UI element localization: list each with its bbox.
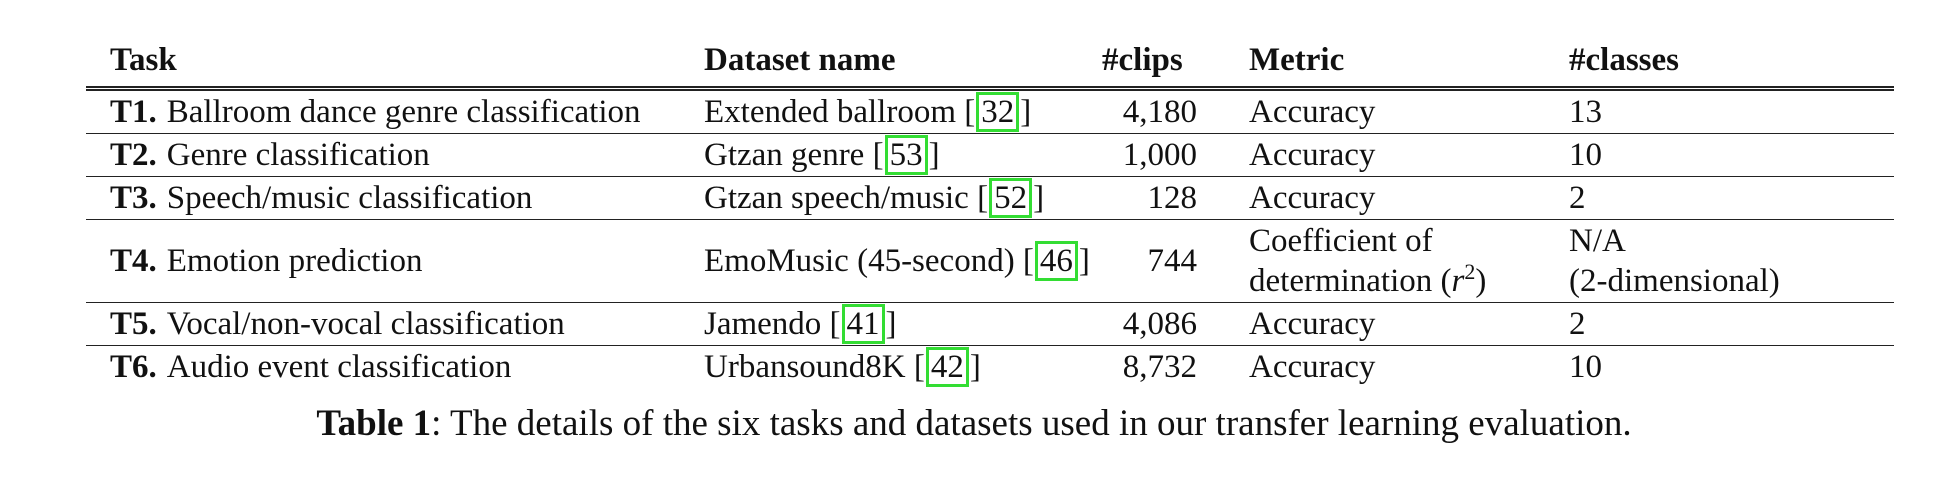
task-cell: T5. Vocal/non-vocal classification <box>86 302 704 346</box>
dataset-name: Gtzan genre [ <box>704 137 884 173</box>
classes-cell: N/A (2-dimensional) <box>1569 219 1894 303</box>
task-id: T3. <box>110 180 157 216</box>
classes-cell: 10 <box>1569 349 1602 385</box>
task-cell: T2. Genre classification <box>86 133 704 177</box>
task-id: T4. <box>110 243 157 279</box>
dataset-bracket: ] <box>1020 94 1032 130</box>
task-id: T5. <box>110 306 157 342</box>
dataset-cell: Jamendo [41] <box>704 302 1102 346</box>
gap-cell <box>1197 88 1249 134</box>
clips-cell: 1,000 <box>1102 133 1197 177</box>
caption-label: Table 1 <box>316 403 432 444</box>
dataset-bracket: ] <box>1033 180 1045 216</box>
header-gap <box>1197 36 1249 91</box>
citation-link[interactable]: 41 <box>841 304 885 344</box>
details-table-container: Task Dataset name #clips Metric #classes… <box>86 36 1894 388</box>
table-row: T3. Speech/music classification Gtzan spe… <box>86 176 1894 220</box>
classes-cell: 10 <box>1569 133 1894 177</box>
task-name: Ballroom dance genre classification <box>166 94 641 130</box>
dataset-name: Urbansound8K [ <box>704 349 925 385</box>
dataset-cell: Gtzan speech/music [52] <box>704 176 1102 220</box>
dataset-cell: Gtzan genre [53] <box>704 133 1102 177</box>
table-header-row: Task Dataset name #clips Metric #classes <box>86 36 1894 91</box>
citation-link[interactable]: 52 <box>989 178 1033 218</box>
metric-cell: Coefficient of determination (r2) <box>1249 219 1569 303</box>
dataset-name: Gtzan speech/music [ <box>704 180 989 216</box>
header-classes: #classes <box>1569 36 1894 91</box>
gap-cell <box>1197 219 1249 303</box>
clips-cell: 744 <box>1102 219 1197 303</box>
gap-cell <box>1197 133 1249 177</box>
citation-link[interactable]: 53 <box>884 135 928 175</box>
task-name: Genre classification <box>166 137 430 173</box>
table-row: T6. Audio event classification Urbansound… <box>86 346 1894 389</box>
metric-cell: Accuracy <box>1249 176 1569 220</box>
task-name: Audio event classification <box>166 349 512 385</box>
metric-text: determination ( <box>1249 263 1452 299</box>
table-row: T1. Ballroom dance genre classification E… <box>86 88 1894 134</box>
clips-cell: 8,732 <box>1122 349 1197 385</box>
gap-cell <box>1197 346 1249 389</box>
task-cell: T4. Emotion prediction <box>86 219 704 303</box>
task-cell: T3. Speech/music classification <box>86 176 704 220</box>
dataset-bracket: ] <box>885 306 897 342</box>
classes-cell: 13 <box>1569 88 1894 134</box>
citation-link[interactable]: 42 <box>925 347 969 387</box>
citation-link[interactable]: 46 <box>1034 241 1078 281</box>
dataset-cell: EmoMusic (45-second) [46] <box>704 219 1102 303</box>
task-id: T6. <box>110 349 157 385</box>
clips-cell: 4,180 <box>1102 88 1197 134</box>
dataset-bracket: ] <box>1078 243 1090 279</box>
task-id: T2. <box>110 137 157 173</box>
task-name: Emotion prediction <box>166 243 423 279</box>
gap-cell <box>1197 176 1249 220</box>
task-cell: T6. Audio event classification <box>86 346 704 389</box>
clips-cell: 128 <box>1102 176 1197 220</box>
header-clips: #clips <box>1102 36 1197 91</box>
citation-link[interactable]: 32 <box>976 92 1020 132</box>
gap-cell <box>1197 302 1249 346</box>
table-row: T5. Vocal/non-vocal classification Jamend… <box>86 302 1894 346</box>
caption-text: : The details of the six tasks and datas… <box>431 403 1632 444</box>
metric-close-paren: ) <box>1475 263 1487 299</box>
clips-cell: 4,086 <box>1102 302 1197 346</box>
dataset-name: Jamendo [ <box>704 306 841 342</box>
header-metric: Metric <box>1249 36 1569 91</box>
dataset-cell: Extended ballroom [32] <box>704 88 1102 134</box>
metric-cell: Accuracy <box>1249 133 1569 177</box>
task-cell: T1. Ballroom dance genre classification <box>86 88 704 134</box>
dataset-name: Extended ballroom [ <box>704 94 976 130</box>
metric-cell: Accuracy <box>1249 349 1376 385</box>
dataset-cell: Urbansound8K [42] <box>704 346 1102 389</box>
classes-cell: 2 <box>1569 176 1894 220</box>
header-dataset: Dataset name <box>704 36 1102 91</box>
table-row: T4. Emotion prediction EmoMusic (45-secon… <box>86 219 1894 303</box>
header-task: Task <box>86 36 704 91</box>
classes-line-1: N/A <box>1569 223 1626 259</box>
dataset-name: EmoMusic (45-second) [ <box>704 243 1034 279</box>
task-details-table: Task Dataset name #clips Metric #classes… <box>86 36 1894 388</box>
task-name: Vocal/non-vocal classification <box>166 306 565 342</box>
metric-cell: Accuracy <box>1249 302 1569 346</box>
task-id: T1. <box>110 94 157 130</box>
table-caption: Table 1: The details of the six tasks an… <box>0 402 1948 445</box>
dataset-bracket: ] <box>969 349 981 385</box>
table-row: T2. Genre classification Gtzan genre [53]… <box>86 133 1894 177</box>
metric-variable: r <box>1451 263 1465 299</box>
dataset-bracket: ] <box>928 137 940 173</box>
metric-exponent: 2 <box>1464 259 1476 284</box>
metric-cell: Accuracy <box>1249 88 1569 134</box>
task-name: Speech/music classification <box>166 180 533 216</box>
metric-line-1: Coefficient of <box>1249 223 1433 259</box>
classes-line-2: (2-dimensional) <box>1569 263 1780 299</box>
metric-line-2: determination (r2) <box>1249 261 1569 301</box>
classes-cell: 2 <box>1569 302 1894 346</box>
